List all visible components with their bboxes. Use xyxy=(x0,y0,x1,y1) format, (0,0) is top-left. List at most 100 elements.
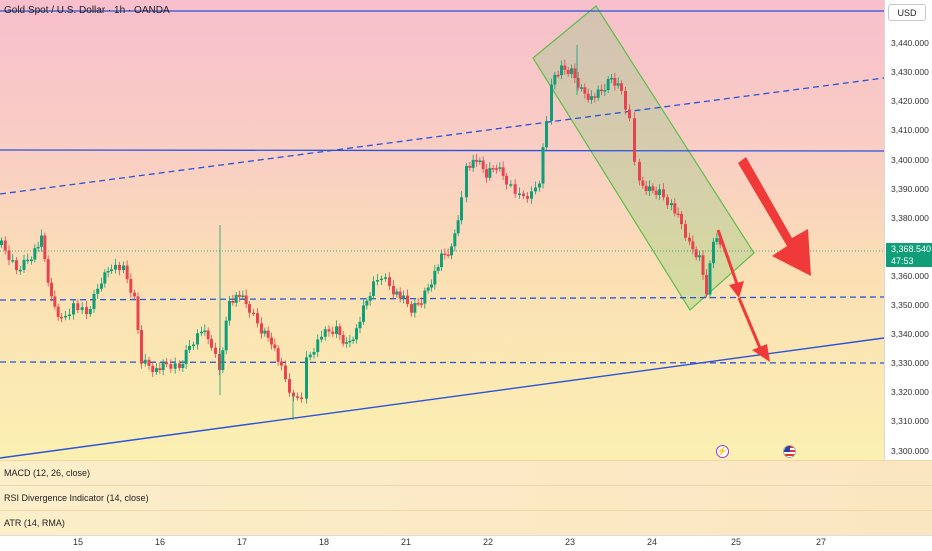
candle-body xyxy=(60,316,63,319)
candle-body xyxy=(606,79,610,91)
candle-body xyxy=(284,365,287,380)
candle-body xyxy=(72,303,75,315)
candle-body xyxy=(545,120,548,148)
candle-body xyxy=(30,259,33,261)
candle-body xyxy=(388,277,391,286)
candle-body xyxy=(56,306,60,317)
candle-body xyxy=(125,265,129,280)
candle-body xyxy=(210,339,213,348)
candle-body xyxy=(270,337,273,345)
lightning-event-icon[interactable]: ⚡ xyxy=(716,445,729,458)
indicator-pane-atr[interactable]: ATR (14, RMA) xyxy=(0,510,932,535)
candle-body xyxy=(505,175,508,185)
candle-body xyxy=(566,69,570,75)
candle-body xyxy=(610,78,613,80)
candle-body xyxy=(331,331,335,334)
candle-body xyxy=(460,197,463,221)
candle-body xyxy=(485,169,488,178)
candle-body xyxy=(563,65,567,70)
price-tick: 3,400.000 xyxy=(891,155,929,165)
price-plot[interactable] xyxy=(0,0,884,460)
candle-body xyxy=(88,308,92,315)
candle-body xyxy=(509,184,513,186)
candle-body xyxy=(410,304,413,313)
candle-body xyxy=(670,203,673,206)
currency-button[interactable]: USD xyxy=(888,4,926,21)
time-tick: 17 xyxy=(236,537,248,547)
time-tick: 23 xyxy=(564,537,576,547)
candle-body xyxy=(526,196,529,199)
candle-body xyxy=(420,303,423,305)
candle-body xyxy=(273,344,277,349)
candle-body xyxy=(600,89,603,92)
candle-body xyxy=(248,304,251,313)
candle-body xyxy=(380,278,383,281)
candle-body xyxy=(241,295,245,297)
price-tick: 3,350.000 xyxy=(891,300,929,310)
price-tick: 3,430.000 xyxy=(891,67,929,77)
candle-body xyxy=(355,328,358,340)
candle-body xyxy=(684,224,687,238)
candle-body xyxy=(214,347,217,354)
candle-body xyxy=(666,197,669,206)
candle-body xyxy=(161,362,165,371)
candle-body xyxy=(654,190,658,195)
indicator-pane-rsi[interactable]: RSI Divergence Indicator (14, close) xyxy=(0,485,932,510)
candle-body xyxy=(80,307,84,311)
candle-body xyxy=(372,281,375,297)
candle-body xyxy=(651,186,655,191)
candle-body xyxy=(560,65,563,76)
price-tick: 3,310.000 xyxy=(891,416,929,426)
price-axis[interactable] xyxy=(884,0,932,460)
candle-body xyxy=(18,269,22,272)
candle-body xyxy=(308,354,312,358)
time-tick: 18 xyxy=(318,537,330,547)
candle-body xyxy=(106,270,110,273)
descending-channel xyxy=(532,5,755,311)
candle-body xyxy=(613,78,617,86)
candle-body xyxy=(181,363,185,368)
last-price-label: 3,368.540 47:53 xyxy=(886,243,932,267)
indicator-label[interactable]: MACD (12, 26, close) xyxy=(4,468,91,478)
candle-body xyxy=(11,260,15,262)
indicator-label[interactable]: RSI Divergence Indicator (14, close) xyxy=(4,493,149,503)
candle-body xyxy=(260,323,263,334)
time-axis[interactable]: 15 16 17 18 21 22 23 24 25 27 xyxy=(0,535,932,551)
price-tick: 3,330.000 xyxy=(891,358,929,368)
candle-body xyxy=(406,295,409,305)
candle-body xyxy=(478,160,482,162)
candle-body xyxy=(348,340,352,343)
candle-body xyxy=(40,235,43,247)
candle-body xyxy=(402,295,405,299)
candle-body xyxy=(680,213,683,225)
candle-body xyxy=(238,294,241,297)
candle-body xyxy=(252,312,255,315)
forecast-arrow-small xyxy=(716,229,770,362)
price-tick: 3,300.000 xyxy=(891,446,929,456)
candle-body xyxy=(593,96,597,98)
candle-body xyxy=(465,165,468,198)
us-flag-event-icon[interactable] xyxy=(783,445,796,458)
candle-body xyxy=(580,87,583,89)
chart-area[interactable]: Gold Spot / U.S. Dollar · 1h · OANDA ⚡ U… xyxy=(0,0,932,460)
candle-body xyxy=(583,87,587,94)
candle-body xyxy=(481,160,485,170)
indicator-label[interactable]: ATR (14, RMA) xyxy=(4,518,65,528)
candle-body xyxy=(392,285,395,295)
candle-body xyxy=(46,259,50,283)
price-tick: 3,420.000 xyxy=(891,96,929,106)
candle-body xyxy=(96,288,100,294)
candle-body xyxy=(718,238,722,245)
candle-body xyxy=(541,147,545,184)
candle-body xyxy=(673,203,677,214)
candle-body xyxy=(296,396,299,398)
indicator-pane-macd[interactable]: MACD (12, 26, close) xyxy=(0,460,932,485)
candle-body xyxy=(292,392,295,397)
candle-body xyxy=(200,331,203,334)
candle-body xyxy=(133,292,136,297)
candle-body xyxy=(538,183,541,188)
candle-body xyxy=(573,68,577,78)
candle-body xyxy=(15,260,18,270)
candle-body xyxy=(620,83,623,91)
candle-body xyxy=(384,277,387,279)
